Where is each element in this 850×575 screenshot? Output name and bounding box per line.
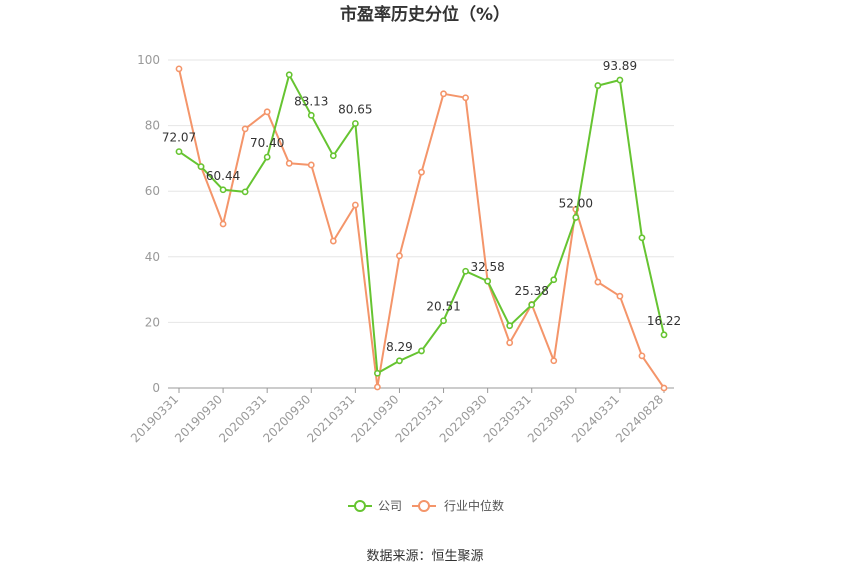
data-point: [307, 161, 315, 169]
y-axis: 0 20 40 60 80 100: [137, 53, 160, 395]
data-label: 52.00: [559, 196, 593, 210]
data-point: [638, 352, 646, 360]
legend-item-industry-median[interactable]: 行业中位数: [412, 498, 504, 513]
data-point: [175, 148, 183, 156]
data-point: [638, 234, 646, 242]
data-label: 8.29: [386, 340, 413, 354]
data-label: 80.65: [338, 102, 372, 116]
y-tick-label: 20: [145, 315, 160, 329]
data-point: [396, 252, 403, 260]
data-point: [241, 188, 249, 196]
y-tick-label: 0: [152, 381, 160, 395]
data-point: [462, 267, 469, 275]
data-point: [374, 383, 381, 391]
chart-title: 市盈率历史分位（%）: [340, 4, 510, 25]
data-point: [550, 276, 558, 284]
legend-item-company[interactable]: 公司: [348, 499, 402, 513]
data-point: [462, 94, 469, 102]
data-label: 83.13: [294, 94, 328, 108]
data-point: [219, 220, 227, 228]
series-line-company: [178, 73, 665, 375]
legend[interactable]: 公司 行业中位数: [348, 498, 504, 513]
data-label: 25.38: [515, 284, 549, 298]
y-tick-label: 60: [145, 184, 160, 198]
data-point: [329, 152, 337, 160]
data-label: 72.07: [162, 131, 196, 145]
data-point: [594, 82, 602, 89]
data-point: [616, 76, 624, 84]
data-point: [550, 357, 558, 365]
data-point: [418, 347, 425, 355]
source-note: 数据来源：恒生聚源: [366, 549, 483, 564]
data-point: [660, 331, 668, 339]
data-point: [263, 153, 271, 161]
data-label: 20.51: [426, 300, 460, 314]
data-point: [285, 159, 293, 167]
data-point: [440, 317, 447, 325]
data-label: 93.89: [603, 59, 637, 73]
data-point: [351, 201, 359, 209]
data-point: [572, 214, 580, 221]
grid: [168, 59, 674, 389]
y-tick-label: 40: [145, 250, 160, 264]
data-point: [616, 292, 624, 300]
legend-label: 行业中位数: [444, 498, 504, 513]
series-layer: [175, 65, 668, 392]
data-label: 70.40: [250, 136, 284, 150]
data-point: [484, 277, 492, 285]
legend-marker: [418, 500, 430, 512]
data-point: [307, 111, 315, 119]
x-tick-label: 20240828: [613, 392, 666, 445]
data-point: [263, 108, 271, 116]
y-tick-label: 80: [145, 119, 160, 133]
data-point: [219, 186, 227, 194]
data-point: [175, 65, 183, 73]
data-point: [396, 357, 403, 365]
data-point: [374, 369, 381, 377]
data-labels: 72.07 60.44 70.40 83.13 80.65 8.29 20.51 32.58 2…: [162, 59, 681, 354]
data-point: [351, 120, 359, 127]
legend-marker: [354, 500, 366, 512]
data-point: [506, 339, 514, 347]
data-point: [594, 278, 602, 286]
y-tick-label: 100: [137, 53, 160, 67]
series-line-industry-median: [178, 68, 665, 389]
data-point: [528, 301, 536, 309]
data-point: [660, 384, 668, 392]
data-label: 16.22: [647, 314, 681, 328]
legend-label: 公司: [378, 499, 402, 513]
x-axis: 2019033120190930202003312020093020210331…: [128, 387, 674, 445]
data-point: [329, 237, 337, 245]
data-point: [241, 125, 249, 133]
data-point: [197, 163, 205, 170]
data-label: 60.44: [206, 169, 240, 183]
data-point: [285, 71, 293, 79]
data-point: [506, 322, 514, 330]
data-point: [440, 90, 447, 98]
data-label: 32.58: [470, 260, 504, 274]
data-point: [418, 168, 425, 176]
